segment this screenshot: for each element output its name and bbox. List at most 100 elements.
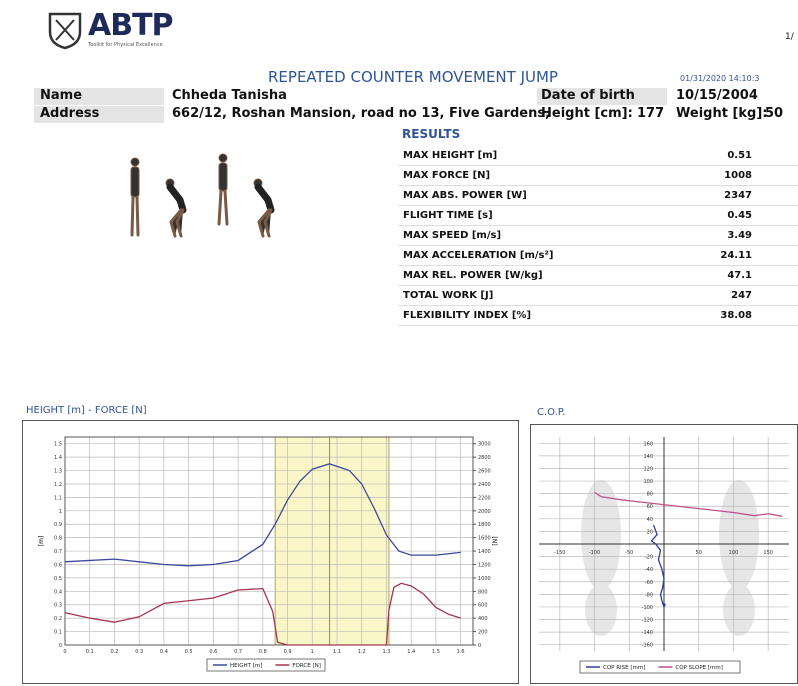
result-value: 2347 xyxy=(724,190,752,201)
y-tick-label: 40 xyxy=(647,517,653,523)
y-tick-label: 120 xyxy=(643,466,653,472)
y-tick-label: -120 xyxy=(642,618,653,624)
y2-tick-label: 1600 xyxy=(478,536,491,542)
x-tick-label: 1.6 xyxy=(457,649,465,655)
y-tick-label: 1 xyxy=(59,509,62,515)
x-tick-label: 1.4 xyxy=(407,649,415,655)
y2-tick-label: 0 xyxy=(478,643,481,649)
logo-tagline: Toolkit for Physical Excellence xyxy=(88,42,163,48)
page-number: 1/ xyxy=(785,32,794,42)
x-tick-label: 0.8 xyxy=(259,649,267,655)
jump-figures xyxy=(115,150,285,245)
result-value: 47.1 xyxy=(727,270,752,281)
legend-label: FORCE [N] xyxy=(292,663,321,669)
legend-label: HEIGHT [m] xyxy=(230,663,262,669)
x-tick-label: 0.4 xyxy=(160,649,168,655)
y-tick-label: 0.7 xyxy=(54,549,62,555)
weight-value: 50 xyxy=(765,106,783,121)
plot-frame xyxy=(65,437,473,645)
y-tick-label: -40 xyxy=(645,567,653,573)
y2-tick-label: 2400 xyxy=(478,482,491,488)
y2-tick-label: 600 xyxy=(478,603,488,609)
result-value: 1008 xyxy=(724,170,752,181)
y-tick-label: 0 xyxy=(59,643,62,649)
result-label: TOTAL WORK [J] xyxy=(403,290,493,301)
x-tick-label: 0.5 xyxy=(185,649,193,655)
address-value: 662/12, Roshan Mansion, road no 13, Five… xyxy=(172,106,550,121)
result-label: MAX ACCELERATION [m/s²] xyxy=(403,250,553,261)
figure xyxy=(254,179,271,236)
result-row: MAX FORCE [N] 1008 xyxy=(398,166,798,186)
y-tick-label: 100 xyxy=(643,479,653,485)
result-label: MAX ABS. POWER [W] xyxy=(403,190,527,201)
y-tick-label: 0.3 xyxy=(54,603,62,609)
result-value: 24.11 xyxy=(720,250,752,261)
y2-tick-label: 2800 xyxy=(478,455,491,461)
result-row: MAX SPEED [m/s]3.49 xyxy=(398,226,798,246)
result-label: FLIGHT TIME [s] xyxy=(403,210,493,221)
address-label: Address xyxy=(40,106,99,121)
y2-tick-label: 2000 xyxy=(478,509,491,515)
y-tick-label: 1.1 xyxy=(54,495,62,501)
result-label: MAX REL. POWER [W/kg] xyxy=(403,270,543,281)
x-tick-label: 0.7 xyxy=(234,649,242,655)
x-tick-label: 150 xyxy=(763,550,773,556)
y-tick-label: 0.6 xyxy=(54,562,62,568)
x-tick-label: 50 xyxy=(696,550,702,556)
x-tick-label: 0.1 xyxy=(86,649,94,655)
y2-tick-label: 1400 xyxy=(478,549,491,555)
y-tick-label: 0.2 xyxy=(54,616,62,622)
x-tick-label: 1.3 xyxy=(382,649,390,655)
results-title: RESULTS xyxy=(402,127,460,141)
y-tick-label: 0.5 xyxy=(54,576,62,582)
legend-label: COP RISE [mm] xyxy=(603,665,645,671)
y-tick-label: -160 xyxy=(642,643,653,649)
cop-chart: -160-140-120-100-80-60-40-20204060801001… xyxy=(530,424,798,684)
footprints xyxy=(581,480,759,636)
height-force-chart: 00.10.20.30.40.50.60.70.80.911.11.21.31.… xyxy=(22,420,519,684)
chart-title: HEIGHT [m] - FORCE [N] xyxy=(26,405,147,416)
result-value: 38.08 xyxy=(720,310,752,321)
y-tick-label: 0.8 xyxy=(54,536,62,542)
x-tick-label: 100 xyxy=(729,550,739,556)
y-tick-label: 80 xyxy=(647,492,653,498)
y2-tick-label: 400 xyxy=(478,616,488,622)
y-tick-label: 160 xyxy=(643,441,653,447)
x-tick-label: 1.2 xyxy=(358,649,366,655)
height-label: Height [cm]: xyxy=(541,106,633,121)
y-tick-label: 1.4 xyxy=(54,455,62,461)
result-row: MAX REL. POWER [W/kg] 47.1 xyxy=(398,266,798,286)
figure xyxy=(131,158,139,235)
y-axis-label: [m] xyxy=(38,536,45,547)
dob-value: 10/15/2004 xyxy=(676,88,758,103)
y-tick-label: 1.2 xyxy=(54,482,62,488)
y2-tick-label: 1000 xyxy=(478,576,491,582)
name-label: Name xyxy=(40,88,82,103)
y-tick-label: 1.5 xyxy=(54,442,62,448)
y-tick-label: -80 xyxy=(645,592,653,598)
result-row: MAX ACCELERATION [m/s²] 24.11 xyxy=(398,246,798,266)
dob-label: Date of birth xyxy=(541,88,635,103)
x-tick-label: 1.1 xyxy=(333,649,341,655)
y-tick-label: -20 xyxy=(645,555,653,561)
y-tick-label: 140 xyxy=(643,454,653,460)
y-tick-label: 20 xyxy=(647,529,653,535)
x-tick-label: 0.3 xyxy=(135,649,143,655)
y2-tick-label: 2600 xyxy=(478,469,491,475)
figure xyxy=(166,179,183,236)
result-value: 0.45 xyxy=(727,210,752,221)
x-tick-label: 1 xyxy=(311,649,314,655)
result-row: FLEXIBILITY INDEX [%]38.08 xyxy=(398,306,798,326)
y-tick-label: 0.1 xyxy=(54,630,62,636)
name-value: Chheda Tanisha xyxy=(172,88,287,103)
height-value: 177 xyxy=(637,106,664,121)
y-tick-label: 1.3 xyxy=(54,469,62,475)
result-value: 0.51 xyxy=(727,150,752,161)
result-row: MAX ABS. POWER [W] 2347 xyxy=(398,186,798,206)
result-row: MAX HEIGHT [m]0.51 xyxy=(398,146,798,166)
y-tick-label: 60 xyxy=(647,504,653,510)
result-label: MAX FORCE [N] xyxy=(403,170,490,181)
result-row: FLIGHT TIME [s] 0.45 xyxy=(398,206,798,226)
result-value: 3.49 xyxy=(727,230,752,241)
y-tick-label: -140 xyxy=(642,630,653,636)
